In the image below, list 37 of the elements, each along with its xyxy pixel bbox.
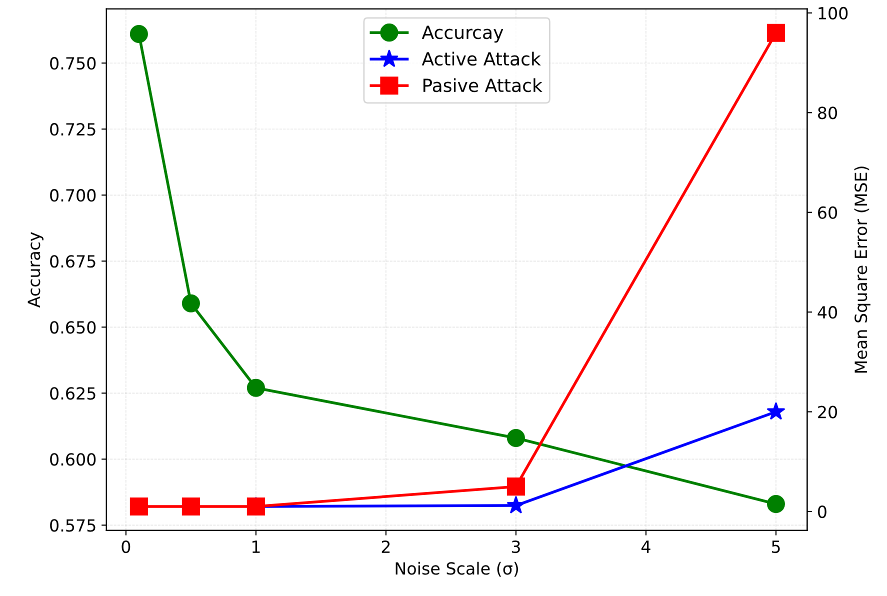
y-tick-label: 0.575 xyxy=(50,519,96,532)
point xyxy=(182,294,200,312)
y-tick-label: 0.725 xyxy=(50,123,96,136)
y2-axis-title: Mean Square Error (MSE) xyxy=(854,166,870,373)
point xyxy=(766,402,786,420)
y-tick-label: 0.700 xyxy=(50,189,96,202)
point xyxy=(506,496,526,514)
x-axis-title: Noise Scale (σ) xyxy=(396,562,518,577)
x-tick-label: 0 xyxy=(122,540,130,554)
point xyxy=(506,478,525,496)
point xyxy=(130,24,148,44)
point xyxy=(766,495,785,514)
y2-tick-label: 20 xyxy=(818,406,837,418)
point xyxy=(246,378,265,397)
x-tick-label: 2 xyxy=(382,540,390,553)
y2-tick-label: 100 xyxy=(818,6,848,20)
x-tick-label: 5 xyxy=(772,540,780,554)
y-axis-title: Accuracy xyxy=(28,232,44,308)
y2-tick-label: 60 xyxy=(818,206,837,219)
x-tick-label: 4 xyxy=(641,540,650,553)
point xyxy=(130,497,148,516)
y-tick-label: 0.650 xyxy=(50,321,96,334)
y2-tick-label: 40 xyxy=(818,306,837,319)
y-tick-label: 0.750 xyxy=(50,57,96,70)
point xyxy=(766,24,785,42)
y2-tick-label: 80 xyxy=(818,106,837,120)
point xyxy=(506,428,525,448)
y-tick-label: 0.625 xyxy=(50,387,96,400)
legend-label: Pasive Attack xyxy=(423,78,542,92)
legend-label: Accurcay xyxy=(422,26,504,43)
y2-tick-label: 0 xyxy=(818,505,826,518)
point xyxy=(182,497,200,516)
y-tick-label: 0.600 xyxy=(50,453,96,466)
legend-label: Active Attack xyxy=(422,52,541,66)
x-tick-label: 1 xyxy=(252,540,260,553)
x-tick-label: 3 xyxy=(512,540,520,554)
y-tick-label: 0.675 xyxy=(50,255,96,268)
